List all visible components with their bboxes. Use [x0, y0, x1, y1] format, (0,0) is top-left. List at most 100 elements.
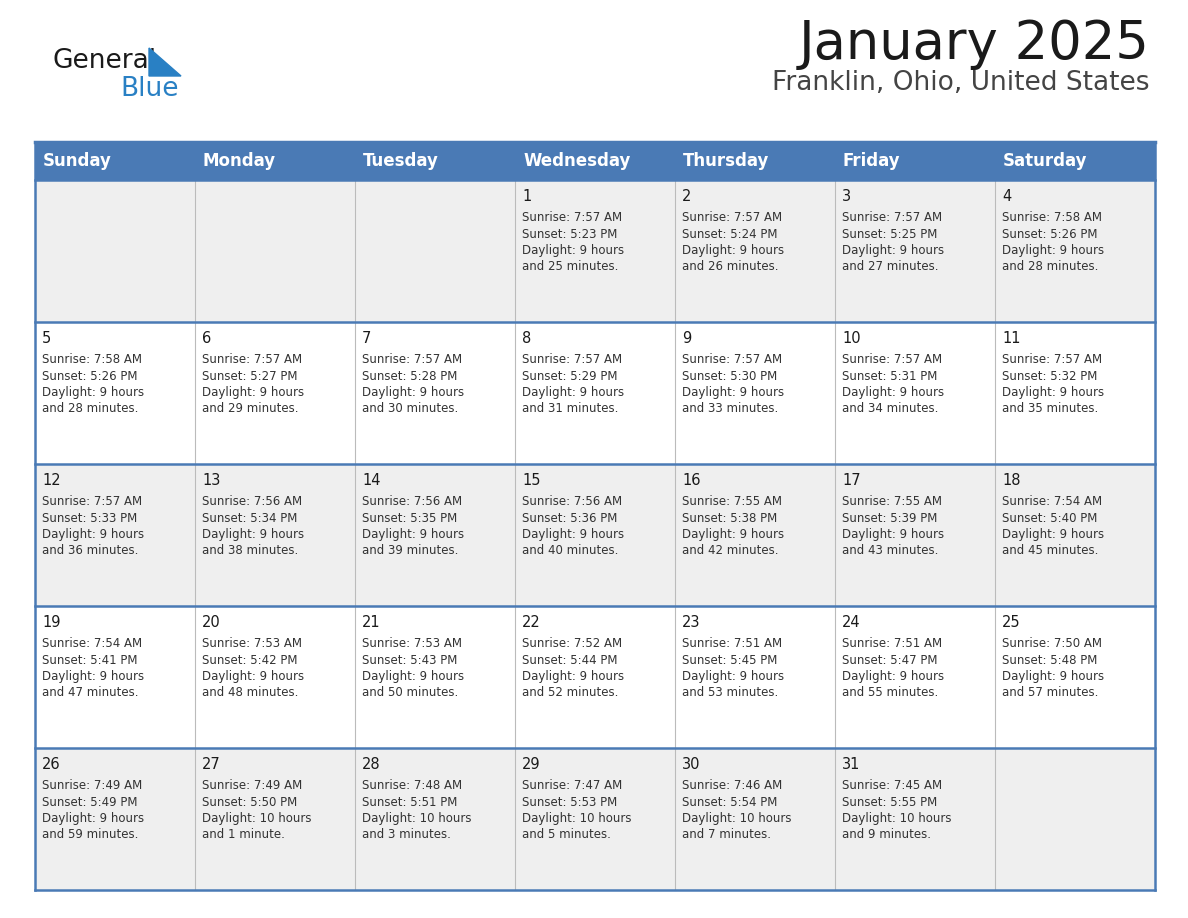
Text: Blue: Blue — [120, 76, 178, 102]
Text: Daylight: 9 hours: Daylight: 9 hours — [1001, 244, 1104, 257]
Text: Sunrise: 7:55 AM: Sunrise: 7:55 AM — [682, 495, 782, 508]
Text: 2: 2 — [682, 189, 691, 204]
Text: and 48 minutes.: and 48 minutes. — [202, 687, 298, 700]
Text: General: General — [52, 48, 156, 74]
Text: 17: 17 — [842, 473, 860, 488]
Text: Daylight: 10 hours: Daylight: 10 hours — [362, 812, 472, 825]
Text: Sunrise: 7:55 AM: Sunrise: 7:55 AM — [842, 495, 942, 508]
Text: and 36 minutes.: and 36 minutes. — [42, 544, 138, 557]
Text: Saturday: Saturday — [1003, 152, 1087, 170]
Text: 3: 3 — [842, 189, 851, 204]
Text: Daylight: 9 hours: Daylight: 9 hours — [522, 528, 624, 541]
Text: Sunrise: 7:53 AM: Sunrise: 7:53 AM — [202, 637, 302, 650]
Text: Sunrise: 7:56 AM: Sunrise: 7:56 AM — [522, 495, 623, 508]
Text: Daylight: 9 hours: Daylight: 9 hours — [522, 386, 624, 399]
Text: and 33 minutes.: and 33 minutes. — [682, 402, 778, 416]
Bar — [34, 322, 1155, 464]
Text: and 38 minutes.: and 38 minutes. — [202, 544, 298, 557]
Text: and 28 minutes.: and 28 minutes. — [1001, 261, 1099, 274]
Text: 1: 1 — [522, 189, 531, 204]
Text: 4: 4 — [1001, 189, 1011, 204]
Text: Sunset: 5:39 PM: Sunset: 5:39 PM — [842, 511, 937, 524]
Text: and 43 minutes.: and 43 minutes. — [842, 544, 939, 557]
Text: 15: 15 — [522, 473, 541, 488]
Text: Sunset: 5:38 PM: Sunset: 5:38 PM — [682, 511, 777, 524]
Text: Sunrise: 7:45 AM: Sunrise: 7:45 AM — [842, 779, 942, 792]
Text: Sunset: 5:33 PM: Sunset: 5:33 PM — [42, 511, 138, 524]
Text: Sunset: 5:51 PM: Sunset: 5:51 PM — [362, 796, 457, 809]
Bar — [34, 464, 1155, 606]
Text: Sunset: 5:43 PM: Sunset: 5:43 PM — [362, 654, 457, 666]
Text: and 26 minutes.: and 26 minutes. — [682, 261, 778, 274]
Text: Sunrise: 7:57 AM: Sunrise: 7:57 AM — [522, 353, 623, 366]
Text: 28: 28 — [362, 757, 380, 772]
Text: Sunset: 5:48 PM: Sunset: 5:48 PM — [1001, 654, 1098, 666]
Text: and 45 minutes.: and 45 minutes. — [1001, 544, 1099, 557]
Text: Monday: Monday — [203, 152, 276, 170]
Text: Sunset: 5:41 PM: Sunset: 5:41 PM — [42, 654, 138, 666]
Polygon shape — [148, 48, 181, 76]
Text: Sunrise: 7:48 AM: Sunrise: 7:48 AM — [362, 779, 462, 792]
Text: and 31 minutes.: and 31 minutes. — [522, 402, 619, 416]
Text: and 7 minutes.: and 7 minutes. — [682, 829, 771, 842]
Text: Daylight: 9 hours: Daylight: 9 hours — [842, 670, 944, 683]
Text: Sunrise: 7:49 AM: Sunrise: 7:49 AM — [202, 779, 302, 792]
Text: Daylight: 9 hours: Daylight: 9 hours — [202, 670, 304, 683]
Text: Sunrise: 7:54 AM: Sunrise: 7:54 AM — [42, 637, 143, 650]
Text: Sunset: 5:49 PM: Sunset: 5:49 PM — [42, 796, 138, 809]
Text: 29: 29 — [522, 757, 541, 772]
Text: Daylight: 9 hours: Daylight: 9 hours — [682, 528, 784, 541]
Text: Daylight: 9 hours: Daylight: 9 hours — [42, 528, 144, 541]
Text: January 2025: January 2025 — [800, 18, 1150, 70]
Text: 26: 26 — [42, 757, 61, 772]
Text: Sunrise: 7:49 AM: Sunrise: 7:49 AM — [42, 779, 143, 792]
Text: Sunrise: 7:57 AM: Sunrise: 7:57 AM — [842, 353, 942, 366]
Text: Sunset: 5:24 PM: Sunset: 5:24 PM — [682, 228, 777, 241]
Bar — [34, 180, 1155, 322]
Text: and 35 minutes.: and 35 minutes. — [1001, 402, 1098, 416]
Text: and 28 minutes.: and 28 minutes. — [42, 402, 138, 416]
Bar — [34, 748, 1155, 890]
Text: Daylight: 9 hours: Daylight: 9 hours — [1001, 528, 1104, 541]
Text: Daylight: 9 hours: Daylight: 9 hours — [42, 670, 144, 683]
Text: 19: 19 — [42, 615, 61, 630]
Text: 30: 30 — [682, 757, 701, 772]
Text: Sunrise: 7:57 AM: Sunrise: 7:57 AM — [682, 211, 782, 224]
Text: Sunset: 5:40 PM: Sunset: 5:40 PM — [1001, 511, 1098, 524]
Text: 21: 21 — [362, 615, 380, 630]
Text: Daylight: 9 hours: Daylight: 9 hours — [362, 670, 465, 683]
Text: Sunrise: 7:56 AM: Sunrise: 7:56 AM — [202, 495, 302, 508]
Text: 18: 18 — [1001, 473, 1020, 488]
Text: Daylight: 9 hours: Daylight: 9 hours — [842, 244, 944, 257]
Text: Sunrise: 7:57 AM: Sunrise: 7:57 AM — [42, 495, 143, 508]
Text: and 59 minutes.: and 59 minutes. — [42, 829, 138, 842]
Text: 22: 22 — [522, 615, 541, 630]
Text: 12: 12 — [42, 473, 61, 488]
Text: Daylight: 9 hours: Daylight: 9 hours — [202, 386, 304, 399]
Text: and 55 minutes.: and 55 minutes. — [842, 687, 939, 700]
Text: 14: 14 — [362, 473, 380, 488]
Text: Thursday: Thursday — [683, 152, 770, 170]
Text: Sunset: 5:36 PM: Sunset: 5:36 PM — [522, 511, 618, 524]
Text: and 25 minutes.: and 25 minutes. — [522, 261, 619, 274]
Text: Sunrise: 7:57 AM: Sunrise: 7:57 AM — [362, 353, 462, 366]
Text: 25: 25 — [1001, 615, 1020, 630]
Text: Sunrise: 7:58 AM: Sunrise: 7:58 AM — [1001, 211, 1102, 224]
Text: Sunrise: 7:47 AM: Sunrise: 7:47 AM — [522, 779, 623, 792]
Text: Sunset: 5:28 PM: Sunset: 5:28 PM — [362, 370, 457, 383]
Text: and 57 minutes.: and 57 minutes. — [1001, 687, 1099, 700]
Text: Daylight: 9 hours: Daylight: 9 hours — [202, 528, 304, 541]
Text: Sunset: 5:27 PM: Sunset: 5:27 PM — [202, 370, 297, 383]
Text: Sunrise: 7:52 AM: Sunrise: 7:52 AM — [522, 637, 623, 650]
Text: Sunset: 5:50 PM: Sunset: 5:50 PM — [202, 796, 297, 809]
Text: Sunrise: 7:56 AM: Sunrise: 7:56 AM — [362, 495, 462, 508]
Text: 11: 11 — [1001, 331, 1020, 346]
Text: Sunset: 5:42 PM: Sunset: 5:42 PM — [202, 654, 297, 666]
Text: and 42 minutes.: and 42 minutes. — [682, 544, 778, 557]
Text: and 1 minute.: and 1 minute. — [202, 829, 285, 842]
Text: Sunset: 5:26 PM: Sunset: 5:26 PM — [1001, 228, 1098, 241]
Bar — [34, 606, 1155, 748]
Text: 9: 9 — [682, 331, 691, 346]
Text: Daylight: 9 hours: Daylight: 9 hours — [42, 812, 144, 825]
Text: Sunset: 5:44 PM: Sunset: 5:44 PM — [522, 654, 618, 666]
